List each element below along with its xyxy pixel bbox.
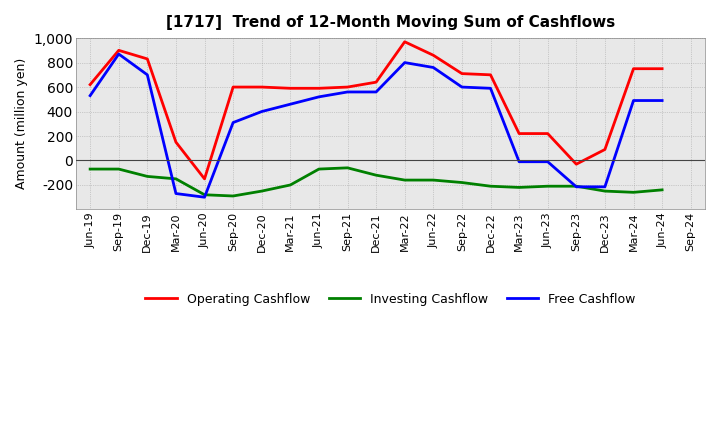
Free Cashflow xyxy=(658,98,667,103)
Free Cashflow xyxy=(258,109,266,114)
Line: Operating Cashflow: Operating Cashflow xyxy=(90,42,662,179)
Free Cashflow xyxy=(143,72,152,77)
Investing Cashflow xyxy=(315,166,323,172)
Free Cashflow xyxy=(400,60,409,65)
Operating Cashflow xyxy=(544,131,552,136)
Operating Cashflow xyxy=(458,71,467,76)
Investing Cashflow xyxy=(86,166,94,172)
Operating Cashflow xyxy=(572,161,580,167)
Investing Cashflow xyxy=(343,165,352,170)
Operating Cashflow xyxy=(600,147,609,152)
Operating Cashflow xyxy=(343,84,352,90)
Investing Cashflow xyxy=(114,166,123,172)
Free Cashflow xyxy=(572,184,580,190)
Free Cashflow xyxy=(600,184,609,190)
Operating Cashflow xyxy=(114,48,123,53)
Investing Cashflow xyxy=(200,192,209,198)
Y-axis label: Amount (million yen): Amount (million yen) xyxy=(15,58,28,189)
Operating Cashflow xyxy=(400,39,409,44)
Operating Cashflow xyxy=(171,139,180,145)
Free Cashflow xyxy=(114,51,123,57)
Investing Cashflow xyxy=(572,183,580,189)
Investing Cashflow xyxy=(544,183,552,189)
Free Cashflow xyxy=(372,89,380,95)
Free Cashflow xyxy=(486,86,495,91)
Free Cashflow xyxy=(515,159,523,165)
Operating Cashflow xyxy=(258,84,266,90)
Operating Cashflow xyxy=(629,66,638,71)
Title: [1717]  Trend of 12-Month Moving Sum of Cashflows: [1717] Trend of 12-Month Moving Sum of C… xyxy=(166,15,615,30)
Operating Cashflow xyxy=(143,56,152,62)
Free Cashflow xyxy=(171,191,180,196)
Operating Cashflow xyxy=(486,72,495,77)
Investing Cashflow xyxy=(286,182,294,187)
Operating Cashflow xyxy=(372,80,380,85)
Free Cashflow xyxy=(86,93,94,98)
Operating Cashflow xyxy=(200,176,209,181)
Operating Cashflow xyxy=(86,82,94,87)
Investing Cashflow xyxy=(171,176,180,181)
Investing Cashflow xyxy=(400,177,409,183)
Operating Cashflow xyxy=(429,53,438,58)
Investing Cashflow xyxy=(600,188,609,194)
Investing Cashflow xyxy=(429,177,438,183)
Operating Cashflow xyxy=(315,86,323,91)
Free Cashflow xyxy=(200,194,209,200)
Investing Cashflow xyxy=(372,172,380,178)
Free Cashflow xyxy=(429,65,438,70)
Investing Cashflow xyxy=(458,180,467,185)
Investing Cashflow xyxy=(229,193,238,198)
Free Cashflow xyxy=(315,94,323,99)
Operating Cashflow xyxy=(658,66,667,71)
Investing Cashflow xyxy=(258,188,266,194)
Free Cashflow xyxy=(544,159,552,165)
Line: Free Cashflow: Free Cashflow xyxy=(90,54,662,197)
Free Cashflow xyxy=(229,120,238,125)
Investing Cashflow xyxy=(486,183,495,189)
Investing Cashflow xyxy=(515,185,523,190)
Free Cashflow xyxy=(458,84,467,90)
Operating Cashflow xyxy=(515,131,523,136)
Free Cashflow xyxy=(629,98,638,103)
Investing Cashflow xyxy=(629,190,638,195)
Legend: Operating Cashflow, Investing Cashflow, Free Cashflow: Operating Cashflow, Investing Cashflow, … xyxy=(140,288,641,311)
Operating Cashflow xyxy=(229,84,238,90)
Investing Cashflow xyxy=(143,174,152,179)
Line: Investing Cashflow: Investing Cashflow xyxy=(90,168,662,196)
Operating Cashflow xyxy=(286,86,294,91)
Free Cashflow xyxy=(286,102,294,107)
Investing Cashflow xyxy=(658,187,667,193)
Free Cashflow xyxy=(343,89,352,95)
